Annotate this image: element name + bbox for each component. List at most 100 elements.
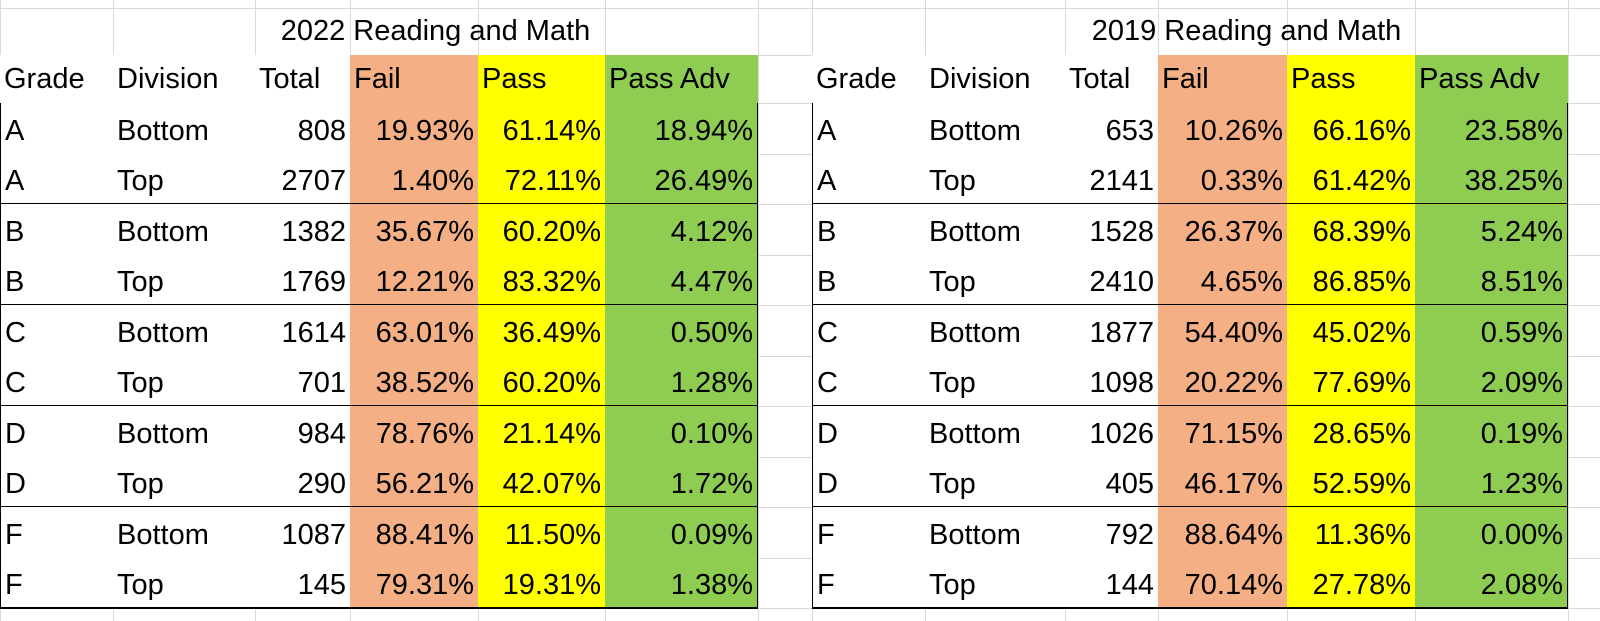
column-header: Total bbox=[255, 55, 350, 104]
gridline bbox=[0, 608, 1600, 609]
table-cell: 792 bbox=[1065, 507, 1159, 559]
table-cell: 11.50% bbox=[478, 507, 606, 559]
table-cell: A bbox=[0, 103, 114, 155]
table-cell: F bbox=[812, 558, 926, 609]
table-cell: 18.94% bbox=[605, 103, 758, 155]
column-header: Pass Adv bbox=[605, 55, 758, 104]
gridline bbox=[0, 507, 1600, 508]
table-cell: 1.40% bbox=[350, 154, 479, 205]
table-cell: 28.65% bbox=[1287, 406, 1416, 458]
gridline bbox=[0, 406, 1600, 407]
table-cell: 1026 bbox=[1065, 406, 1159, 458]
table-cell: 653 bbox=[1065, 103, 1159, 155]
gridline bbox=[0, 558, 1600, 559]
column-header: Fail bbox=[1158, 55, 1287, 104]
table-cell: Top bbox=[925, 558, 1066, 609]
table-cell: 23.58% bbox=[1415, 103, 1568, 155]
table-cell: 0.33% bbox=[1158, 154, 1288, 205]
table-cell: 21.14% bbox=[478, 406, 606, 458]
table-cell: F bbox=[812, 507, 926, 559]
gridline bbox=[1568, 0, 1569, 621]
table-cell: D bbox=[0, 406, 114, 458]
table-cell: 45.02% bbox=[1287, 305, 1416, 357]
table-cell: 8.51% bbox=[1415, 255, 1568, 306]
table-cell: 61.42% bbox=[1287, 154, 1416, 205]
table-cell: 5.24% bbox=[1415, 204, 1568, 256]
table-cell: 2141 bbox=[1065, 154, 1159, 205]
table-cell: Top bbox=[113, 154, 256, 205]
table-cell: 63.01% bbox=[350, 305, 479, 357]
table-cell: 88.41% bbox=[350, 507, 479, 559]
table-cell: 70.14% bbox=[1158, 558, 1288, 609]
table-cell: C bbox=[0, 356, 114, 407]
table-cell: Bottom bbox=[113, 204, 256, 256]
table-cell: 290 bbox=[255, 457, 351, 508]
table-cell: Top bbox=[113, 457, 256, 508]
gridline bbox=[0, 154, 1600, 155]
table-cell: 60.20% bbox=[478, 356, 606, 407]
table-cell: Bottom bbox=[925, 305, 1066, 357]
table-cell: 20.22% bbox=[1158, 356, 1288, 407]
table-cell: Top bbox=[113, 356, 256, 407]
table-cell: 4.65% bbox=[1158, 255, 1288, 306]
table-cell: 42.07% bbox=[478, 457, 606, 508]
column-header: Grade bbox=[0, 55, 113, 104]
table-cell: Top bbox=[925, 356, 1066, 407]
table-cell: 35.67% bbox=[350, 204, 479, 256]
table-cell: 1.72% bbox=[605, 457, 758, 508]
gridline bbox=[0, 356, 1600, 357]
table-cell: 144 bbox=[1065, 558, 1159, 609]
table-cell: 19.31% bbox=[478, 558, 606, 609]
table-cell: 1.38% bbox=[605, 558, 758, 609]
table-cell: 808 bbox=[255, 103, 351, 155]
table-cell: F bbox=[0, 558, 114, 609]
table-cell: Top bbox=[113, 558, 256, 609]
table-cell: C bbox=[812, 356, 926, 407]
table-cell: A bbox=[812, 154, 926, 205]
table-cell: C bbox=[0, 305, 114, 357]
table-cell: 36.49% bbox=[478, 305, 606, 357]
column-header: Fail bbox=[350, 55, 478, 104]
table-cell: C bbox=[812, 305, 926, 357]
table-cell: 1098 bbox=[1065, 356, 1159, 407]
table-cell: 2707 bbox=[255, 154, 351, 205]
table-cell: B bbox=[0, 204, 114, 256]
table-cell: 0.50% bbox=[605, 305, 758, 357]
table-cell: 0.10% bbox=[605, 406, 758, 458]
table-cell: Bottom bbox=[925, 406, 1066, 458]
table-cell: 4.12% bbox=[605, 204, 758, 256]
table-cell: 701 bbox=[255, 356, 351, 407]
gridline bbox=[0, 103, 1600, 104]
table-cell: 79.31% bbox=[350, 558, 479, 609]
table-cell: Bottom bbox=[113, 507, 256, 559]
table-cell: 77.69% bbox=[1287, 356, 1416, 407]
table-cell: 0.00% bbox=[1415, 507, 1568, 559]
column-header: Grade bbox=[812, 55, 925, 104]
gridline bbox=[0, 255, 1600, 256]
table-cell: Top bbox=[113, 255, 256, 306]
table-cell: 61.14% bbox=[478, 103, 606, 155]
table-cell: Bottom bbox=[113, 305, 256, 357]
table-cell: 83.32% bbox=[478, 255, 606, 306]
table-cell: 88.64% bbox=[1158, 507, 1288, 559]
table-cell: D bbox=[812, 406, 926, 458]
table-cell: Bottom bbox=[113, 406, 256, 458]
table-cell: 10.26% bbox=[1158, 103, 1288, 155]
table-cell: Bottom bbox=[925, 103, 1066, 155]
table-cell: Bottom bbox=[113, 103, 256, 155]
table-cell: 11.36% bbox=[1287, 507, 1416, 559]
table-cell: D bbox=[0, 457, 114, 508]
column-header: Division bbox=[925, 55, 1065, 104]
table-cell: 1382 bbox=[255, 204, 351, 256]
table-cell: A bbox=[0, 154, 114, 205]
table-cell: B bbox=[812, 204, 926, 256]
table-cell: 68.39% bbox=[1287, 204, 1416, 256]
table-cell: 66.16% bbox=[1287, 103, 1416, 155]
table-cell: 1877 bbox=[1065, 305, 1159, 357]
table-cell: D bbox=[812, 457, 926, 508]
table-cell: 0.19% bbox=[1415, 406, 1568, 458]
table-cell: 0.59% bbox=[1415, 305, 1568, 357]
table-cell: 56.21% bbox=[350, 457, 479, 508]
table-cell: 46.17% bbox=[1158, 457, 1288, 508]
